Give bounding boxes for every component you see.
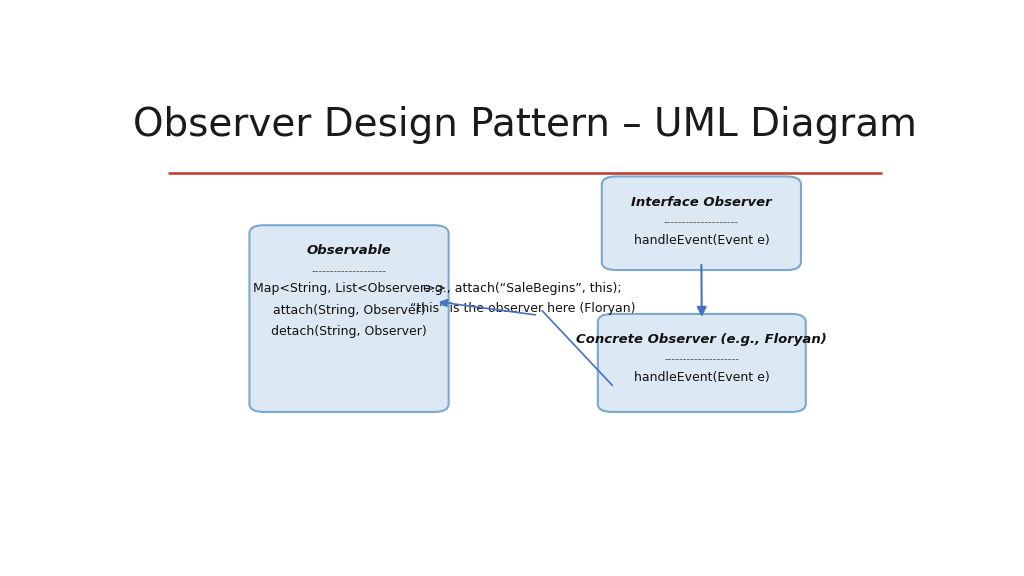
Text: attach(String, Observer): attach(String, Observer) — [272, 304, 425, 317]
Text: Map<String, List<Observer>>: Map<String, List<Observer>> — [253, 282, 445, 295]
FancyBboxPatch shape — [250, 225, 449, 412]
Text: Observer Design Pattern – UML Diagram: Observer Design Pattern – UML Diagram — [133, 105, 916, 143]
Text: --------------------: -------------------- — [664, 217, 739, 227]
FancyBboxPatch shape — [602, 176, 801, 270]
Text: --------------------: -------------------- — [665, 354, 739, 364]
FancyBboxPatch shape — [598, 314, 806, 412]
Text: Concrete Observer (e.g., Floryan): Concrete Observer (e.g., Floryan) — [577, 333, 827, 346]
Text: Observable: Observable — [306, 244, 391, 257]
Text: --------------------: -------------------- — [311, 266, 386, 275]
Text: “this” is the observer here (Floryan): “this” is the observer here (Floryan) — [410, 302, 635, 315]
FancyArrowPatch shape — [440, 300, 536, 315]
FancyArrowPatch shape — [697, 265, 706, 314]
Text: detach(String, Observer): detach(String, Observer) — [271, 325, 427, 338]
Text: Interface Observer: Interface Observer — [631, 195, 772, 209]
Text: handleEvent(Event e): handleEvent(Event e) — [634, 371, 770, 384]
Text: e.g., attach(“SaleBegins”, this);: e.g., attach(“SaleBegins”, this); — [423, 282, 622, 295]
Text: handleEvent(Event e): handleEvent(Event e) — [634, 234, 769, 247]
